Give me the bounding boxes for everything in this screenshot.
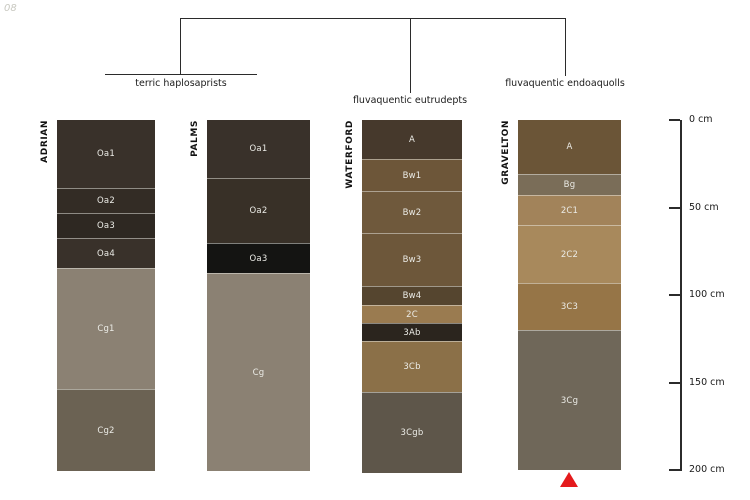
horizon-label: 3Cg xyxy=(560,395,579,406)
horizon-label: Bw1 xyxy=(402,170,422,181)
soil-column-gravelton: A Bg 2C1 2C2 3C3 3Cg xyxy=(518,120,621,470)
horizon-gravelton-2c2: 2C2 xyxy=(518,225,621,283)
depth-axis-line xyxy=(680,120,682,471)
tree-branch-left xyxy=(180,18,181,75)
horizon-adrian-oa4: Oa4 xyxy=(57,238,155,268)
tree-label-terric-haplosaprists: terric haplosaprists xyxy=(135,78,227,89)
horizon-waterford-3cgb: 3Cgb xyxy=(362,392,462,473)
horizon-label: Cg2 xyxy=(97,425,115,436)
axis-tick-label: 100 cm xyxy=(689,289,725,300)
horizon-label: Bw4 xyxy=(402,291,422,301)
horizon-gravelton-3cg: 3Cg xyxy=(518,330,621,470)
horizon-waterford-3ab: 3Ab xyxy=(362,323,462,341)
horizon-label: Oa1 xyxy=(249,144,268,154)
horizon-label: Cg1 xyxy=(97,324,115,334)
horizon-gravelton-3c3: 3C3 xyxy=(518,283,621,330)
soil-column-palms: Oa1 Oa2 Oa3 Cg xyxy=(207,120,310,471)
tree-branch-middle xyxy=(410,18,411,93)
horizon-label: 2C xyxy=(406,309,418,320)
horizon-adrian-cg2: Cg2 xyxy=(57,389,155,471)
horizon-gravelton-a: A xyxy=(518,120,621,174)
axis-tick xyxy=(669,119,680,121)
horizon-adrian-cg1: Cg1 xyxy=(57,268,155,389)
horizon-adrian-oa2: Oa2 xyxy=(57,188,155,213)
horizon-palms-oa2: Oa2 xyxy=(207,178,310,243)
horizon-waterford-bw3: Bw3 xyxy=(362,233,462,286)
horizon-label: Oa1 xyxy=(97,149,115,159)
horizon-label: 3Cgb xyxy=(400,428,424,438)
tree-label-fluvaquentic-endoaquolls: fluvaquentic endoaquolls xyxy=(505,78,625,89)
horizon-waterford-a: A xyxy=(362,120,462,159)
horizon-label: Oa3 xyxy=(97,221,115,231)
horizon-label: Bg xyxy=(563,180,576,190)
horizon-label: Oa2 xyxy=(249,206,268,216)
horizon-palms-oa1: Oa1 xyxy=(207,120,310,178)
horizon-label: Oa3 xyxy=(249,253,268,264)
horizon-label: 3Cb xyxy=(403,362,421,372)
horizon-label: Bw3 xyxy=(402,255,422,265)
horizon-waterford-bw4: Bw4 xyxy=(362,286,462,305)
profile-name-adrian: ADRIAN xyxy=(40,120,50,163)
red-triangle-marker xyxy=(560,472,578,487)
horizon-label: 3Ab xyxy=(403,327,421,338)
horizon-label: Oa2 xyxy=(97,196,115,206)
tree-label-fluvaquentic-eutrudepts: fluvaquentic eutrudepts xyxy=(352,95,468,106)
horizon-waterford-bw2: Bw2 xyxy=(362,191,462,233)
tree-root-line xyxy=(180,18,566,19)
profile-name-gravelton: GRAVELTON xyxy=(501,120,511,185)
horizon-label: Bw2 xyxy=(402,207,422,218)
horizon-label: 2C2 xyxy=(560,249,579,260)
tree-branch-right xyxy=(565,18,566,76)
axis-tick xyxy=(669,294,680,296)
tree-bracket-left-group xyxy=(105,74,257,75)
soil-column-waterford: A Bw1 Bw2 Bw3 Bw4 2C 3Ab 3Cb 3Cgb xyxy=(362,120,462,473)
horizon-waterford-bw1: Bw1 xyxy=(362,159,462,191)
horizon-palms-cg: Cg xyxy=(207,273,310,471)
profile-name-waterford: WATERFORD xyxy=(345,120,355,189)
soil-column-adrian: Oa1 Oa2 Oa3 Oa4 Cg1 Cg2 xyxy=(57,120,155,471)
horizon-label: A xyxy=(408,134,415,145)
axis-tick xyxy=(669,469,680,471)
horizon-label: 2C1 xyxy=(560,205,579,216)
horizon-label: A xyxy=(566,142,573,152)
horizon-waterford-3cb: 3Cb xyxy=(362,341,462,392)
horizon-gravelton-2c1: 2C1 xyxy=(518,195,621,225)
horizon-waterford-2c: 2C xyxy=(362,305,462,323)
horizon-adrian-oa3: Oa3 xyxy=(57,213,155,238)
axis-tick-label: 50 cm xyxy=(689,201,719,213)
axis-tick-label: 200 cm xyxy=(689,464,725,475)
axis-tick-label: 0 cm xyxy=(689,114,713,125)
horizon-label: 3C3 xyxy=(560,302,579,312)
horizon-adrian-oa1: Oa1 xyxy=(57,120,155,188)
profile-name-palms: PALMS xyxy=(190,120,200,157)
horizon-label: Oa4 xyxy=(97,248,115,259)
axis-tick-label: 150 cm xyxy=(689,376,725,388)
horizon-label: Cg xyxy=(252,367,265,378)
horizon-palms-oa3: Oa3 xyxy=(207,243,310,273)
horizon-gravelton-bg: Bg xyxy=(518,174,621,195)
axis-tick xyxy=(669,381,680,384)
axis-tick xyxy=(669,206,680,209)
corner-label: 08 xyxy=(4,3,17,14)
